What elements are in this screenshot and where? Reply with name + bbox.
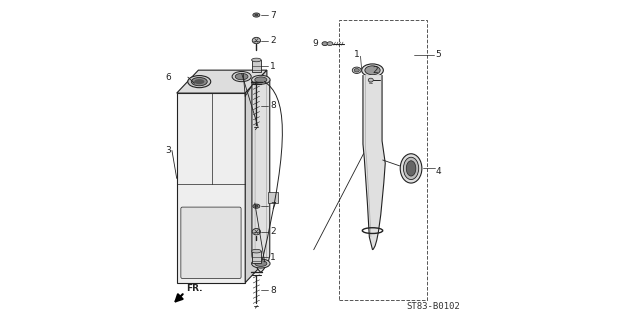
Ellipse shape (253, 204, 260, 208)
Ellipse shape (252, 228, 261, 235)
Text: 1: 1 (354, 50, 359, 59)
Bar (252, 60, 261, 72)
Ellipse shape (255, 14, 258, 16)
Bar (340, 20, 427, 300)
Text: 6: 6 (166, 73, 171, 82)
Ellipse shape (362, 64, 383, 77)
Ellipse shape (253, 13, 260, 17)
Polygon shape (245, 70, 267, 283)
Text: 4: 4 (436, 167, 441, 176)
Text: 2: 2 (270, 36, 276, 45)
FancyBboxPatch shape (181, 207, 241, 278)
Ellipse shape (406, 161, 416, 176)
Ellipse shape (252, 249, 261, 253)
Text: 3: 3 (166, 146, 171, 155)
Ellipse shape (255, 261, 267, 267)
Ellipse shape (194, 79, 204, 84)
Text: FR.: FR. (186, 284, 203, 293)
PathPatch shape (363, 75, 385, 250)
Ellipse shape (188, 76, 211, 88)
Text: 7: 7 (270, 11, 276, 20)
Ellipse shape (365, 66, 380, 75)
Text: ST83-B0102: ST83-B0102 (406, 302, 460, 311)
Ellipse shape (252, 75, 270, 84)
Ellipse shape (327, 42, 333, 45)
Text: 2: 2 (270, 227, 276, 236)
PathPatch shape (252, 80, 269, 272)
Ellipse shape (354, 68, 359, 72)
Text: 5: 5 (436, 50, 441, 59)
Text: 8: 8 (270, 286, 276, 295)
Ellipse shape (255, 205, 258, 207)
Ellipse shape (232, 71, 251, 82)
Ellipse shape (352, 67, 361, 74)
Text: 7: 7 (270, 202, 276, 211)
Ellipse shape (252, 58, 261, 62)
Ellipse shape (255, 77, 267, 83)
Bar (252, 251, 261, 263)
Ellipse shape (191, 77, 207, 86)
Ellipse shape (322, 42, 328, 45)
Ellipse shape (403, 157, 419, 180)
FancyBboxPatch shape (176, 93, 245, 283)
Ellipse shape (400, 154, 422, 183)
Ellipse shape (252, 37, 261, 44)
Ellipse shape (368, 78, 373, 82)
Ellipse shape (235, 73, 248, 80)
Text: 2: 2 (373, 66, 378, 75)
Ellipse shape (252, 259, 270, 268)
Text: 9: 9 (313, 39, 318, 48)
Text: 1: 1 (270, 253, 276, 262)
Text: 1: 1 (270, 61, 276, 70)
Text: 8: 8 (270, 101, 276, 110)
Bar (268, 192, 278, 203)
Polygon shape (176, 70, 267, 93)
